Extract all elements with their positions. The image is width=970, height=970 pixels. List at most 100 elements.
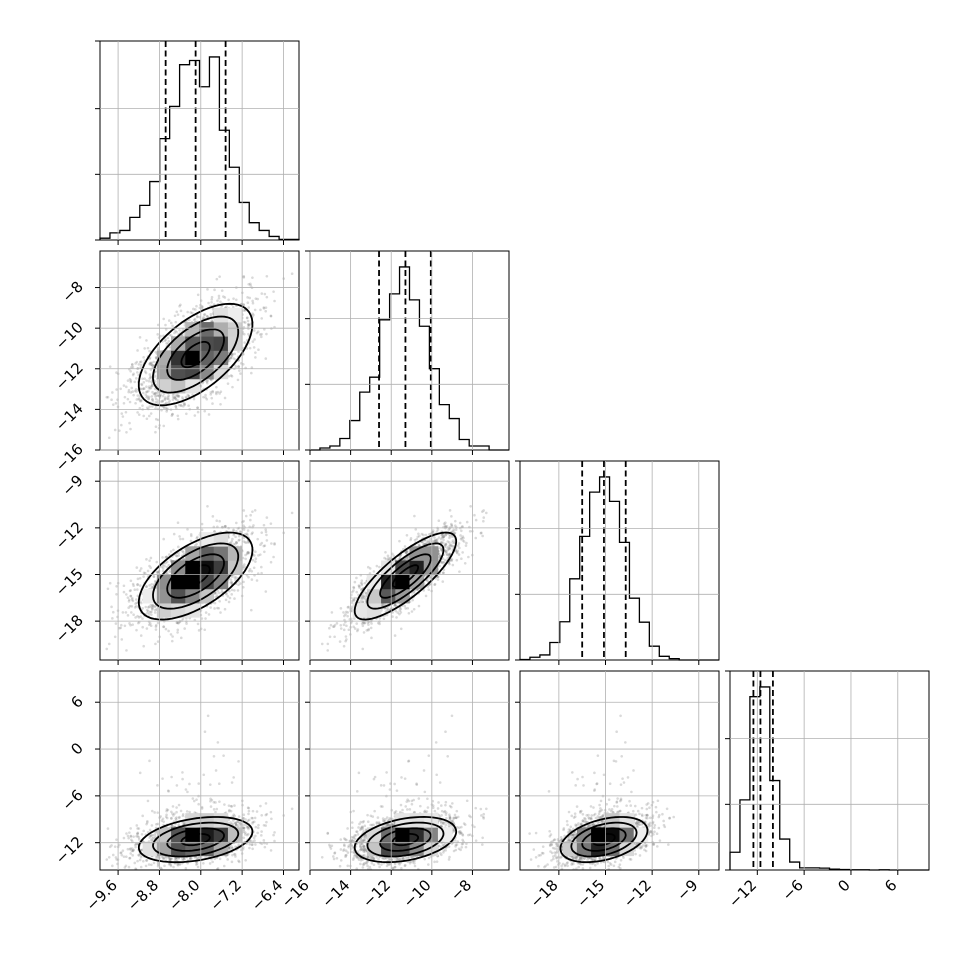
sample-point (213, 607, 216, 610)
sample-point (139, 615, 142, 618)
sample-point (242, 567, 245, 570)
sample-point (233, 589, 236, 592)
sample-point (107, 436, 111, 440)
sample-point (154, 400, 158, 404)
sample-point (187, 404, 190, 407)
sample-point (450, 524, 454, 528)
sample-point (131, 365, 135, 369)
sample-point (167, 563, 171, 567)
sample-point (176, 394, 179, 398)
sample-point (168, 399, 171, 403)
sample-point (194, 544, 197, 547)
sample-point (246, 296, 249, 299)
sample-point (136, 349, 139, 352)
sample-point (128, 400, 132, 404)
sample-point (245, 532, 249, 536)
sample-point (170, 413, 174, 416)
sample-point (361, 594, 364, 597)
sample-point (130, 598, 134, 601)
sample-point (223, 396, 227, 400)
sample-point (182, 558, 185, 561)
sample-point (143, 347, 146, 350)
sample-point (251, 312, 254, 315)
sample-point (424, 594, 428, 598)
sample-point (182, 314, 185, 318)
density-bin (213, 574, 229, 590)
sample-point (171, 398, 175, 401)
axes-frame (519, 460, 720, 661)
sample-point (133, 606, 137, 609)
sample-point (145, 390, 149, 394)
sample-point (339, 624, 343, 627)
sample-point (218, 519, 221, 523)
sample-point (232, 533, 236, 537)
sample-point (205, 314, 209, 318)
sample-point (121, 415, 125, 418)
sample-point (142, 575, 145, 578)
sample-point (126, 614, 130, 617)
sample-point (151, 586, 155, 589)
sample-point (209, 393, 213, 396)
sample-point (256, 297, 259, 301)
sample-point (200, 522, 204, 526)
sample-point (139, 363, 143, 367)
sample-point (165, 560, 169, 564)
sample-point (192, 307, 195, 311)
sample-point (149, 610, 152, 614)
sample-point (230, 354, 234, 357)
sample-point (200, 617, 204, 620)
sample-point (243, 332, 246, 336)
sample-point (247, 322, 250, 326)
density-contour (137, 531, 254, 621)
sample-point (224, 598, 228, 602)
sample-point (146, 611, 149, 615)
sample-point (233, 543, 237, 546)
sample-point (398, 539, 401, 543)
sample-point (237, 539, 240, 542)
sample-point (147, 605, 151, 608)
sample-point (141, 617, 144, 620)
sample-point (176, 521, 180, 524)
sample-point (129, 370, 132, 373)
sample-point (134, 616, 137, 619)
sample-point (242, 309, 246, 312)
sample-point (234, 576, 238, 579)
sample-point (129, 391, 133, 394)
sample-point (177, 394, 181, 398)
sample-point (246, 533, 249, 537)
density-bin (171, 560, 186, 576)
sample-point (242, 303, 245, 306)
density-contour (180, 564, 211, 588)
sample-point (128, 604, 132, 608)
scatter-panel-1-0 (99, 250, 300, 451)
sample-point (151, 606, 154, 609)
sample-point (150, 380, 153, 383)
sample-point (440, 533, 444, 537)
sample-point (260, 335, 263, 339)
sample-point (140, 383, 144, 387)
sample-point (136, 583, 139, 587)
sample-point (120, 623, 123, 627)
sample-point (218, 599, 221, 603)
sample-point (164, 396, 167, 399)
sample-point (125, 649, 128, 652)
sample-point (181, 537, 185, 541)
sample-point (246, 325, 250, 329)
sample-point (179, 636, 183, 640)
sample-point (231, 537, 234, 541)
sample-point (129, 589, 132, 592)
sample-point (247, 575, 250, 579)
sample-point (251, 340, 255, 343)
sample-point (159, 393, 163, 397)
sample-point (159, 400, 163, 403)
sample-point (237, 365, 240, 368)
sample-point (244, 532, 247, 536)
sample-point (165, 341, 168, 345)
sample-point (145, 379, 148, 382)
sample-point (139, 399, 143, 403)
panel-body (105, 272, 294, 440)
sample-point (113, 635, 117, 639)
sample-point (455, 550, 459, 554)
sample-point (113, 428, 117, 432)
sample-point (251, 299, 254, 303)
